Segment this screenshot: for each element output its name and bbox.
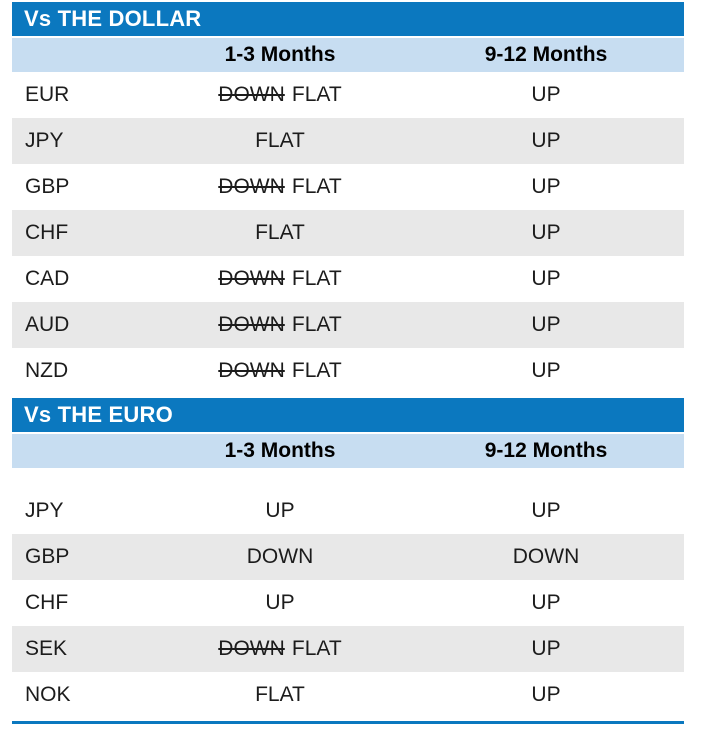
forecast-value: FLAT (255, 683, 305, 706)
currency-label: AUD (25, 313, 70, 336)
currency-label: NZD (25, 359, 69, 382)
table-row: CHF FLAT UP (12, 210, 684, 256)
currency-label: EUR (25, 83, 70, 106)
forecast-value: FLAT (255, 221, 305, 244)
struck-old-forecast: DOWN (218, 359, 285, 382)
forecast-9-12-months: UP (531, 129, 561, 152)
forecast-9-12-months: UP (531, 221, 561, 244)
column-header-1-3-months: 1-3 Months (224, 439, 336, 462)
struck-old-forecast: DOWN (218, 267, 285, 290)
forecast-1-3-months: DOWN FLAT (152, 359, 408, 383)
currency-label: CHF (25, 591, 69, 614)
struck-old-forecast: DOWN (218, 83, 285, 106)
currency-label: JPY (25, 129, 64, 152)
table-row: AUD DOWN FLAT UP (12, 302, 684, 348)
struck-old-forecast: DOWN (218, 313, 285, 336)
forecast-9-12-months: UP (531, 267, 561, 290)
forecast-1-3-months: DOWN FLAT (152, 267, 408, 291)
table-row: JPY FLAT UP (12, 118, 684, 164)
forecast-value: DOWN (246, 545, 314, 568)
table-row: NOK FLAT UP (12, 672, 684, 718)
forecast-tables: Vs THE DOLLAR 1-3 Months 9-12 Months EUR… (12, 2, 684, 724)
currency-label: JPY (25, 499, 64, 522)
column-header-row: 1-3 Months 9-12 Months (12, 38, 684, 72)
forecast-9-12-months: UP (531, 313, 561, 336)
forecast-9-12-months: UP (531, 83, 561, 106)
forecast-1-3-months: FLAT (152, 129, 408, 153)
forecast-value: FLAT (291, 637, 342, 660)
table-row: NZD DOWN FLAT UP (12, 348, 684, 394)
section-vs-the-euro: Vs THE EURO 1-3 Months 9-12 Months JPY U… (12, 398, 684, 718)
forecast-1-3-months: DOWN FLAT (152, 313, 408, 337)
forecast-9-12-months: DOWN (512, 545, 580, 568)
forecast-1-3-months: FLAT (152, 221, 408, 245)
struck-old-forecast: DOWN (218, 175, 285, 198)
forecast-1-3-months: UP (152, 499, 408, 523)
forecast-value: UP (265, 591, 295, 614)
forecast-value: FLAT (255, 129, 305, 152)
forecast-1-3-months: DOWN (152, 545, 408, 569)
column-header-1-3-months: 1-3 Months (224, 43, 336, 66)
section-title: Vs THE DOLLAR (12, 2, 684, 36)
struck-old-forecast: DOWN (218, 637, 285, 660)
currency-label: NOK (25, 683, 71, 706)
forecast-9-12-months: UP (531, 175, 561, 198)
table-row: GBP DOWN DOWN (12, 534, 684, 580)
table-row: EUR DOWN FLAT UP (12, 72, 684, 118)
forecast-value: FLAT (291, 83, 342, 106)
forecast-9-12-months: UP (531, 591, 561, 614)
forecast-1-3-months: DOWN FLAT (152, 175, 408, 199)
table-rows: JPY UP UP GBP DOWN DOWN CHF UP UP SEK DO… (12, 488, 684, 718)
forecast-9-12-months: UP (531, 683, 561, 706)
forecast-value: FLAT (291, 267, 342, 290)
currency-label: GBP (25, 545, 70, 568)
table-row: JPY UP UP (12, 488, 684, 534)
column-header-9-12-months: 9-12 Months (484, 439, 608, 462)
forecast-9-12-months: UP (531, 637, 561, 660)
column-header-9-12-months: 9-12 Months (484, 43, 608, 66)
table-row: GBP DOWN FLAT UP (12, 164, 684, 210)
table-rows: EUR DOWN FLAT UP JPY FLAT UP GBP DOWN FLAT… (12, 72, 684, 394)
forecast-9-12-months: UP (531, 359, 561, 382)
forecast-1-3-months: DOWN FLAT (152, 83, 408, 107)
currency-label: CAD (25, 267, 70, 290)
column-header-row: 1-3 Months 9-12 Months (12, 434, 684, 468)
forecast-9-12-months: UP (531, 499, 561, 522)
currency-label: GBP (25, 175, 70, 198)
forecast-value: FLAT (291, 175, 342, 198)
forecast-1-3-months: FLAT (152, 683, 408, 707)
forecast-value: UP (265, 499, 295, 522)
table-row: SEK DOWN FLAT UP (12, 626, 684, 672)
table-row: CHF UP UP (12, 580, 684, 626)
forecast-1-3-months: UP (152, 591, 408, 615)
table-row: CAD DOWN FLAT UP (12, 256, 684, 302)
currency-label: SEK (25, 637, 68, 660)
forecast-value: FLAT (291, 359, 342, 382)
section-title: Vs THE EURO (12, 398, 684, 432)
forecast-value: FLAT (291, 313, 342, 336)
currency-label: CHF (25, 221, 69, 244)
forecast-1-3-months: DOWN FLAT (152, 637, 408, 661)
section-vs-the-dollar: Vs THE DOLLAR 1-3 Months 9-12 Months EUR… (12, 2, 684, 394)
bottom-rule (12, 721, 684, 724)
